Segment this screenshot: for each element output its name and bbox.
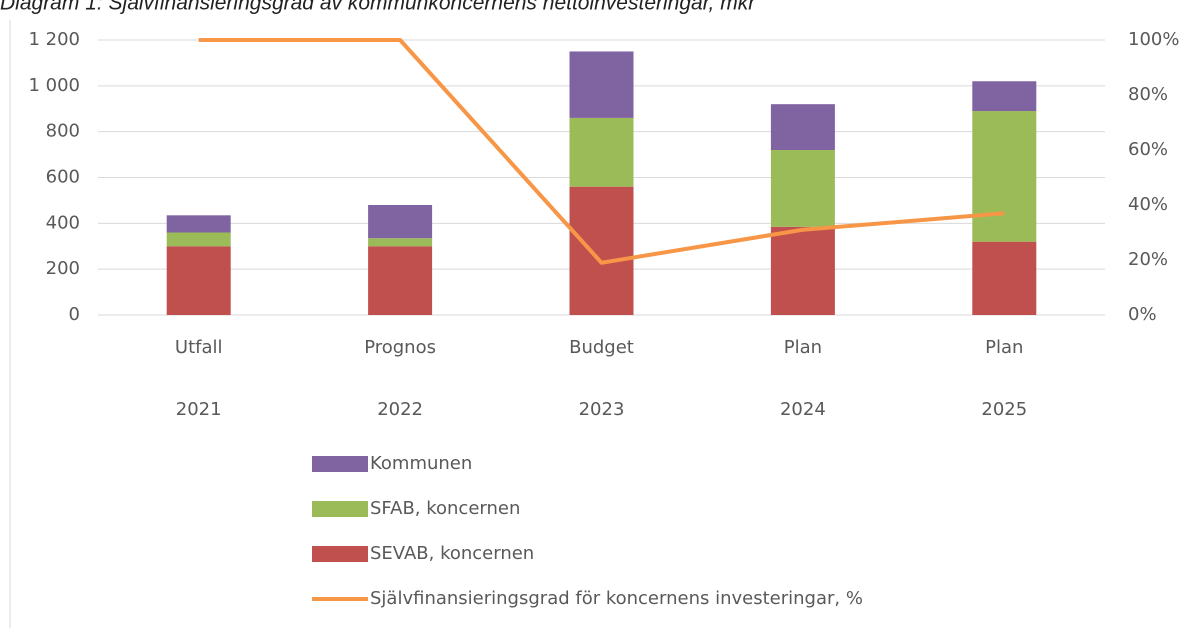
bar-segment — [770, 226, 835, 315]
bar-segment — [770, 150, 835, 227]
bar-segment — [569, 117, 634, 187]
y-tick-label: 600 — [46, 167, 80, 188]
bar-segment — [972, 111, 1037, 242]
legend-label: SFAB, koncernen — [370, 498, 520, 519]
x-tick-label: Prognos — [364, 337, 436, 358]
y2-tick-label: 80% — [1128, 84, 1168, 105]
legend-label: SEVAB, koncernen — [370, 543, 534, 564]
x-tick-label: Plan — [985, 337, 1023, 358]
y2-tick-label: 100% — [1128, 29, 1179, 50]
y-tick-label: 0 — [69, 304, 80, 325]
y2-tick-label: 60% — [1128, 139, 1168, 160]
chart-title: Diagram 1: Självfinansieringsgrad av kom… — [0, 0, 756, 15]
bar-segment — [770, 104, 835, 150]
legend-swatch — [312, 456, 368, 472]
y-tick-label: 1 000 — [28, 75, 80, 96]
bar-segment — [166, 246, 231, 315]
legend-swatch — [312, 501, 368, 517]
bar-segment — [972, 81, 1037, 112]
legend-label: Självfinansieringsgrad för koncernens in… — [370, 588, 863, 609]
x-tick-label: 2022 — [377, 399, 423, 420]
bar-segment — [166, 215, 231, 233]
bar-segment — [972, 241, 1037, 315]
x-tick-label: Utfall — [175, 337, 223, 358]
y2-tick-label: 0% — [1128, 304, 1157, 325]
x-tick-label: 2021 — [176, 399, 222, 420]
bar-segment — [569, 51, 634, 118]
y-tick-label: 200 — [46, 258, 80, 279]
bar-segment — [569, 186, 634, 315]
y-tick-label: 800 — [46, 121, 80, 142]
legend-label: Kommunen — [370, 453, 472, 474]
line-series — [198, 38, 1005, 265]
y-tick-label: 400 — [46, 212, 80, 233]
y2-tick-label: 20% — [1128, 249, 1168, 270]
x-tick-label: Plan — [784, 337, 822, 358]
y2-tick-label: 40% — [1128, 194, 1168, 215]
y-tick-label: 1 200 — [28, 29, 80, 50]
x-tick-label: 2023 — [579, 399, 625, 420]
x-tick-label: Budget — [569, 337, 634, 358]
bar-segment — [368, 205, 433, 239]
legend-swatch — [312, 546, 368, 562]
x-tick-label: 2025 — [981, 399, 1027, 420]
bar-segment — [368, 246, 433, 315]
bar-segment — [166, 232, 231, 247]
bar-segment — [368, 238, 433, 247]
x-tick-label: 2024 — [780, 399, 826, 420]
